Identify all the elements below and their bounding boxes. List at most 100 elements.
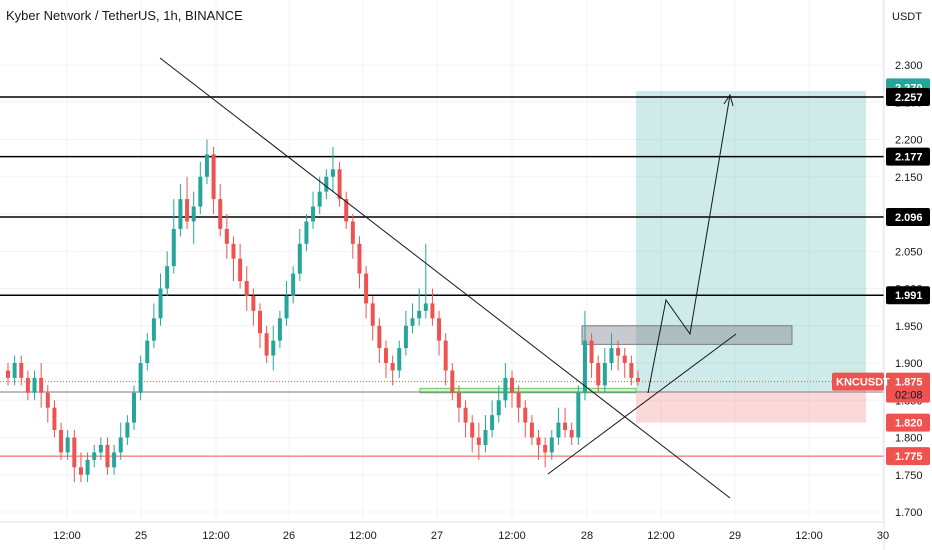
candle-body: [563, 422, 568, 431]
candle-body: [218, 199, 223, 229]
current-price-label: 1.875: [895, 377, 923, 389]
candle-body: [609, 348, 614, 363]
price-label-box: [886, 413, 930, 432]
candle-body: [284, 295, 289, 319]
candle-body: [350, 221, 355, 244]
price-label: 2.257: [895, 92, 923, 104]
y-tick-label: 1.800: [895, 433, 923, 445]
y-tick-label: 1.900: [895, 358, 923, 370]
candle-body: [224, 228, 229, 244]
candle-body: [112, 452, 117, 468]
candle-body: [132, 392, 136, 423]
candle-body: [125, 422, 130, 438]
candle-body: [185, 199, 190, 222]
candle-body: [32, 377, 37, 393]
candle-body: [264, 333, 269, 356]
candle-body: [6, 370, 10, 378]
support-zone: [419, 387, 637, 394]
candle-body: [450, 370, 455, 393]
y-tick-label: 2.050: [895, 246, 923, 258]
candle-body: [105, 444, 110, 468]
x-tick-label: 12:00: [202, 530, 230, 542]
candle-body: [556, 422, 561, 438]
downtrend-line: [159, 57, 731, 499]
candle-body: [72, 437, 77, 468]
candle-body: [403, 325, 408, 349]
x-tick-label: 12:00: [349, 530, 377, 542]
x-tick-label: 30: [877, 530, 889, 542]
candle-body: [330, 169, 335, 177]
x-tick-label: 27: [431, 530, 443, 542]
price-label: 1.820: [895, 418, 923, 430]
x-tick-label: 12:00: [498, 530, 526, 542]
uptrend-line: [547, 333, 737, 475]
chart-title: Kyber Network / TetherUS, 1h, BINANCE: [6, 8, 243, 23]
candle-body: [45, 392, 50, 408]
y-tick-label: 2.200: [895, 135, 923, 147]
candle-body: [231, 243, 236, 259]
candle-body: [384, 348, 388, 363]
y-tick-label: 1.750: [895, 470, 923, 482]
projection-arrow-icon: [723, 93, 734, 107]
candle-body: [78, 467, 83, 475]
candle-body: [158, 288, 163, 319]
candle-body: [510, 377, 514, 393]
symbol-tag-box: [832, 372, 884, 391]
candle-body: [211, 154, 216, 200]
candle-body: [85, 459, 90, 475]
candle-body: [476, 437, 481, 445]
candle-body: [178, 199, 183, 229]
price-label: 2.177: [895, 152, 923, 164]
x-tick-label: 25: [135, 530, 147, 542]
candle-body: [258, 310, 262, 334]
candle-body: [490, 415, 495, 431]
candle-body: [324, 176, 329, 192]
candle-body: [12, 363, 17, 378]
candle-body: [98, 444, 103, 453]
candle-body: [616, 348, 621, 356]
candle-body: [344, 199, 349, 222]
candle-body: [357, 243, 362, 274]
x-tick-label: 12:00: [53, 530, 81, 542]
candle-body: [496, 400, 501, 416]
price-label: 1.775: [895, 451, 923, 463]
candle-body: [244, 281, 249, 296]
candle-body: [118, 437, 123, 453]
candle-body: [65, 437, 70, 453]
candle-body: [437, 318, 442, 341]
price-label-box: [886, 88, 930, 107]
candle-body: [456, 392, 461, 408]
candle-body: [204, 154, 209, 177]
candle-body: [549, 437, 554, 453]
candle-body: [92, 452, 97, 460]
countdown-label: 02:08: [895, 390, 923, 402]
candle-body: [370, 303, 375, 326]
candle-body: [582, 340, 587, 393]
candle-body: [463, 407, 468, 423]
price-label: 2.096: [895, 212, 923, 224]
currency-label: USDT: [892, 11, 922, 23]
price-label-box: [886, 286, 930, 305]
x-tick-label: 12:00: [795, 530, 823, 542]
candle-body: [576, 392, 581, 438]
candle-body: [443, 340, 448, 371]
candle-body: [191, 206, 196, 222]
candle-body: [311, 206, 316, 222]
resistance-zone: [581, 325, 793, 345]
candle-body: [470, 422, 475, 438]
x-tick-label: 28: [581, 530, 593, 542]
stop-loss-zone: [636, 392, 866, 423]
price-label-box: [886, 447, 930, 466]
candle-body: [602, 363, 607, 386]
candle-body: [543, 444, 548, 453]
candle-body: [52, 407, 57, 431]
candle-body: [629, 363, 634, 378]
candle-body: [198, 176, 203, 207]
candle-body: [251, 295, 256, 311]
candle-body: [19, 363, 24, 378]
candle-body: [377, 325, 382, 349]
candle-body: [596, 363, 601, 386]
x-tick-label: 12:00: [647, 530, 675, 542]
